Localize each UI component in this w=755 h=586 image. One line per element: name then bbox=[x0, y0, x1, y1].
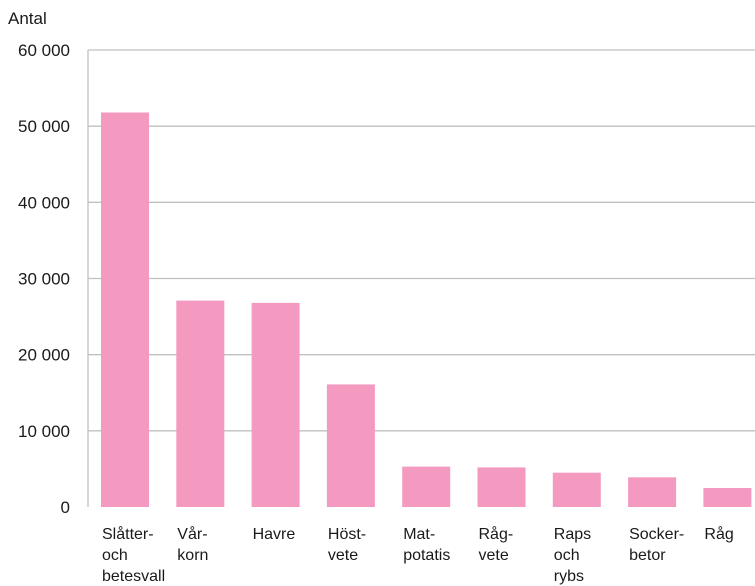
bar bbox=[176, 300, 225, 507]
x-category-label-line: och bbox=[554, 547, 580, 564]
y-tick-labels: 0 10 000 20 000 30 000 40 000 50 000 60 000 bbox=[18, 41, 70, 517]
bar bbox=[703, 488, 752, 507]
y-tick-label: 0 bbox=[61, 498, 70, 517]
x-category-label-line: Havre bbox=[253, 526, 296, 543]
y-axis-title: Antal bbox=[8, 9, 47, 28]
x-category-label-line: vete bbox=[328, 547, 358, 564]
bar bbox=[101, 112, 149, 507]
x-category-label: Raps och rybs bbox=[554, 526, 591, 585]
bar bbox=[628, 477, 677, 507]
x-category-label: Havre bbox=[253, 526, 296, 543]
bar bbox=[477, 467, 526, 507]
x-category-label-line: Slåtter- bbox=[102, 525, 154, 543]
y-tick-label: 40 000 bbox=[18, 193, 70, 212]
x-category-label-line: Råg bbox=[704, 525, 733, 543]
x-category-label-line: potatis bbox=[403, 547, 450, 564]
x-category-label: Råg bbox=[704, 525, 733, 543]
bar bbox=[552, 472, 601, 507]
bars bbox=[101, 112, 752, 507]
x-category-label: Socker-betor bbox=[629, 526, 684, 564]
bar bbox=[251, 302, 300, 507]
x-category-label: Höst-vete bbox=[328, 526, 366, 564]
y-tick-label: 50 000 bbox=[18, 117, 70, 136]
bar bbox=[326, 384, 375, 507]
y-tick-label: 60 000 bbox=[18, 41, 70, 60]
x-category-label-line: Raps bbox=[554, 526, 591, 543]
x-category-label-line: korn bbox=[177, 547, 208, 564]
bar bbox=[402, 466, 451, 507]
x-category-label-line: och bbox=[102, 547, 128, 564]
x-category-label-line: Mat- bbox=[403, 526, 435, 543]
x-category-label-line: Råg- bbox=[479, 525, 514, 543]
x-category-label-line: betesvall bbox=[102, 568, 165, 585]
x-category-label: Vår-korn bbox=[177, 525, 208, 564]
y-tick-label: 30 000 bbox=[18, 270, 70, 289]
x-category-label-line: Socker- bbox=[629, 526, 684, 543]
x-category-label-line: vete bbox=[479, 547, 509, 564]
x-category-label: Slåtter-och betesvall bbox=[102, 525, 165, 585]
x-category-label-line: Vår- bbox=[177, 525, 207, 543]
y-tick-label: 20 000 bbox=[18, 346, 70, 365]
x-category-label-line: Höst- bbox=[328, 526, 366, 543]
x-category-label-line: betor bbox=[629, 547, 666, 564]
y-tick-label: 10 000 bbox=[18, 422, 70, 441]
x-category-label: Mat-potatis bbox=[403, 526, 450, 564]
x-category-label: Råg-vete bbox=[479, 525, 514, 564]
category-labels: Slåtter-och betesvall Vår-korn Havre Höst-ve… bbox=[102, 525, 734, 585]
x-category-label-line: rybs bbox=[554, 568, 584, 585]
